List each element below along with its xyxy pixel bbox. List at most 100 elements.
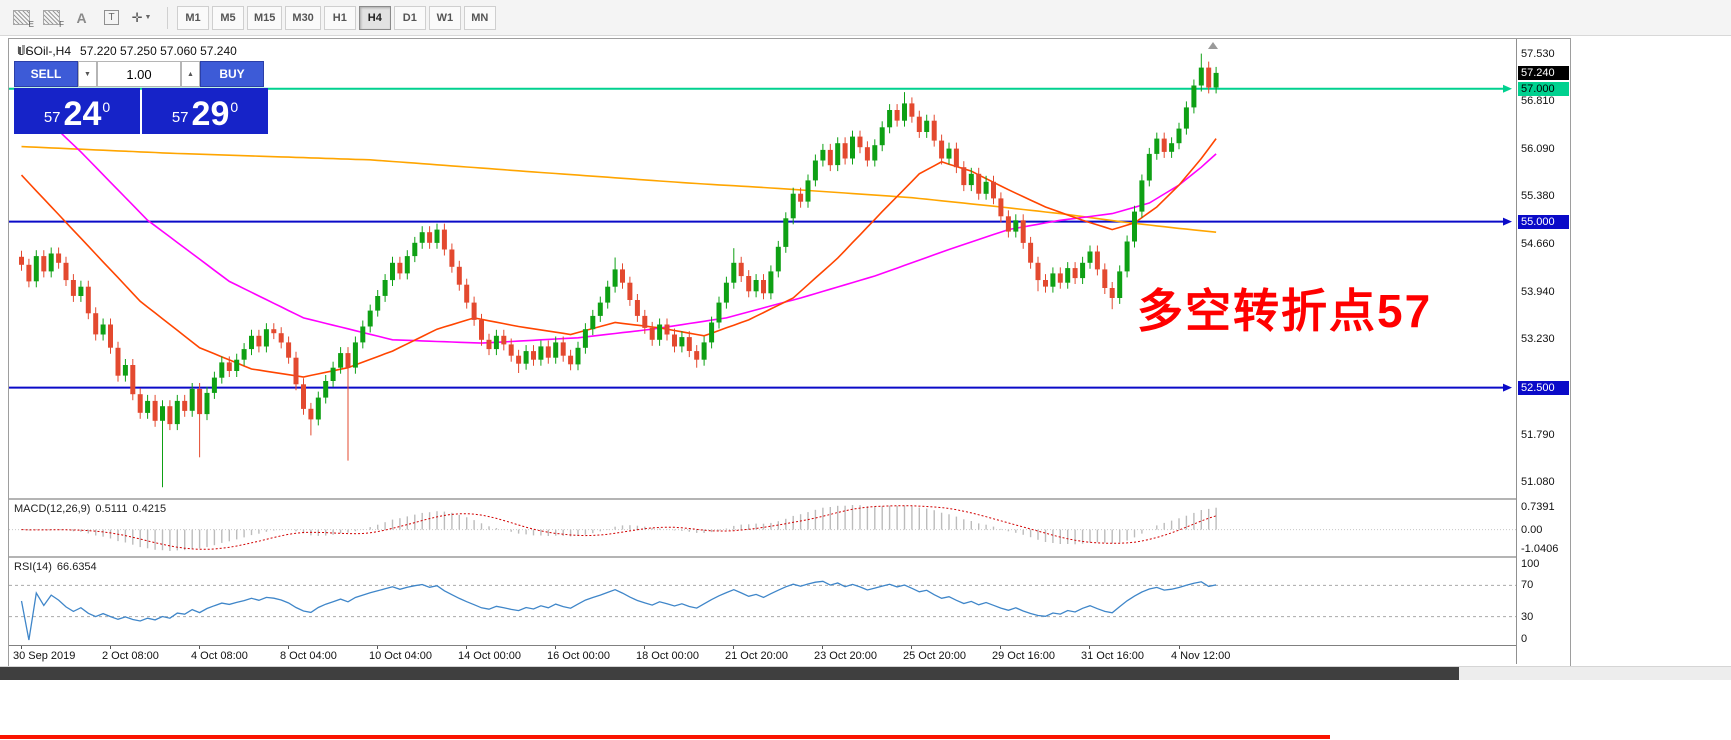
- hline-price-label: 52.500: [1518, 381, 1569, 395]
- time-axis-tick: [110, 646, 111, 649]
- chart-window: USOil-,H4 57.220 57.250 57.060 57.240 SE…: [8, 38, 1571, 667]
- rsi-label: RSI(14) 66.6354: [14, 561, 97, 573]
- timeframe-button-d1[interactable]: D1: [393, 5, 426, 30]
- text-label-tool-button[interactable]: T: [98, 6, 125, 30]
- price-axis-label: 56.090: [1521, 143, 1555, 155]
- price-axis-label: 54.660: [1521, 238, 1555, 250]
- hline-price-label: 57.000: [1518, 82, 1569, 96]
- timeframe-button-m1[interactable]: M1: [177, 5, 209, 30]
- macd-axis-label: 0.00: [1521, 524, 1543, 536]
- macd-indicator-panel[interactable]: MACD(12,26,9) 0.5111 0.4215: [9, 500, 1516, 556]
- price-axis-label: 55.380: [1521, 190, 1555, 202]
- price-axis-label: 51.080: [1521, 476, 1555, 488]
- toolbar-separator: [167, 6, 168, 29]
- time-axis-label: 29 Oct 16:00: [992, 650, 1055, 662]
- timeframe-button-m15[interactable]: M15: [247, 5, 283, 30]
- time-axis-label: 14 Oct 00:00: [458, 650, 521, 662]
- time-axis-tick: [1179, 646, 1180, 649]
- template-e-tool-button[interactable]: E: [8, 6, 35, 30]
- current-price-label: 57.240: [1518, 66, 1569, 80]
- time-axis-tick: [911, 646, 912, 649]
- buy-button[interactable]: BUY: [200, 61, 264, 87]
- rsi-value: 66.6354: [56, 561, 97, 573]
- panel-splitter[interactable]: [9, 498, 1568, 500]
- timeframe-toolbar: M1 M5 M15 M30 H1 H4 D1 W1 MN: [177, 5, 499, 30]
- text-label-icon: T: [104, 10, 119, 25]
- timeframe-button-mn[interactable]: MN: [463, 5, 496, 30]
- chevron-down-icon: ▼: [144, 14, 152, 21]
- chart-text-annotation[interactable]: 多空转折点57: [1137, 285, 1433, 337]
- time-axis-tick: [377, 646, 378, 649]
- timeframe-button-w1[interactable]: W1: [428, 5, 461, 30]
- rsi-axis-label: 0: [1521, 633, 1528, 645]
- price-axis[interactable]: 57.530 56.810 56.090 55.380 54.660 53.940 53.2…: [1516, 39, 1569, 664]
- time-axis-label: 2 Oct 08:00: [102, 650, 159, 662]
- scrollbar-thumb[interactable]: [0, 667, 1459, 680]
- time-axis-label: 23 Oct 20:00: [814, 650, 877, 662]
- chevron-up-icon: ▲: [187, 70, 194, 78]
- time-axis-label: 31 Oct 16:00: [1081, 650, 1144, 662]
- time-axis-label: 8 Oct 04:00: [280, 650, 337, 662]
- timeframe-button-m5[interactable]: M5: [212, 5, 244, 30]
- rsi-axis-label: 70: [1521, 579, 1534, 591]
- time-axis[interactable]: 30 Sep 2019 2 Oct 08:00 4 Oct 08:00 8 Oct 0…: [9, 645, 1568, 665]
- chart-title: USOil-,H4 57.220 57.250 57.060 57.240: [17, 44, 237, 58]
- rsi-indicator-panel[interactable]: RSI(14) 66.6354: [9, 558, 1516, 645]
- rsi-axis-label: 30: [1521, 611, 1534, 623]
- hatch-pattern-icon: [13, 10, 30, 25]
- crosshair-icon: ✛: [131, 9, 143, 25]
- macd-label: MACD(12,26,9) 0.5111 0.4215: [14, 503, 167, 515]
- candlestick-chart-svg: [9, 53, 1512, 488]
- macd-main-value: 0.5111: [95, 503, 128, 515]
- horizontal-scrollbar[interactable]: [0, 666, 1731, 680]
- chevron-down-icon: ▼: [84, 70, 91, 78]
- cursor-tool-button[interactable]: ✛ ▼: [128, 6, 155, 30]
- tool-letter: F: [59, 19, 64, 29]
- timeframe-button-h1[interactable]: H1: [323, 5, 356, 30]
- volume-up-button[interactable]: ▲: [181, 61, 200, 87]
- time-axis-tick: [1000, 646, 1001, 649]
- tool-letter: E: [28, 19, 34, 29]
- time-axis-tick: [199, 646, 200, 649]
- text-tool-button[interactable]: A: [68, 6, 95, 30]
- time-axis-label: 4 Nov 12:00: [1171, 650, 1231, 662]
- timeframe-button-h4[interactable]: H4: [358, 5, 391, 30]
- macd-chart-svg: [9, 505, 1516, 551]
- chart-shift-marker[interactable]: [1208, 42, 1218, 49]
- time-axis-tick: [822, 646, 823, 649]
- time-axis-tick: [733, 646, 734, 649]
- volume-input[interactable]: [97, 61, 181, 87]
- time-axis-tick: [288, 646, 289, 649]
- template-f-tool-button[interactable]: F: [38, 6, 65, 30]
- time-axis-tick: [644, 646, 645, 649]
- time-axis-tick: [555, 646, 556, 649]
- timeframe-button-m30[interactable]: M30: [285, 5, 321, 30]
- sell-price-display[interactable]: 57 24 0: [14, 88, 140, 134]
- time-axis-label: 25 Oct 20:00: [903, 650, 966, 662]
- macd-axis-label: 0.7391: [1521, 501, 1555, 513]
- chart-title-icon: [18, 45, 28, 54]
- text-tool-icon: A: [76, 9, 87, 26]
- panel-splitter[interactable]: [9, 556, 1568, 558]
- rsi-chart-svg: [9, 580, 1516, 641]
- time-axis-label: 16 Oct 00:00: [547, 650, 610, 662]
- time-axis-label: 18 Oct 00:00: [636, 650, 699, 662]
- time-axis-label: 30 Sep 2019: [13, 650, 76, 662]
- time-axis-label: 21 Oct 20:00: [725, 650, 788, 662]
- rsi-axis-label: 100: [1521, 558, 1540, 570]
- price-axis-label: 53.940: [1521, 286, 1555, 298]
- time-axis-tick: [466, 646, 467, 649]
- buy-price-display[interactable]: 57 29 0: [142, 88, 268, 134]
- candlestick-chart-area[interactable]: USOil-,H4 57.220 57.250 57.060 57.240 SE…: [9, 39, 1516, 498]
- time-axis-tick: [21, 646, 22, 649]
- bottom-red-line: [0, 735, 1330, 739]
- time-axis-label: 4 Oct 08:00: [191, 650, 248, 662]
- sell-button[interactable]: SELL: [14, 61, 78, 87]
- price-axis-label: 56.810: [1521, 95, 1555, 107]
- hline-price-label: 55.000: [1518, 215, 1569, 229]
- volume-dropdown-button[interactable]: ▼: [78, 61, 97, 87]
- time-axis-label: 10 Oct 04:00: [369, 650, 432, 662]
- macd-axis-label: -1.0406: [1521, 543, 1559, 555]
